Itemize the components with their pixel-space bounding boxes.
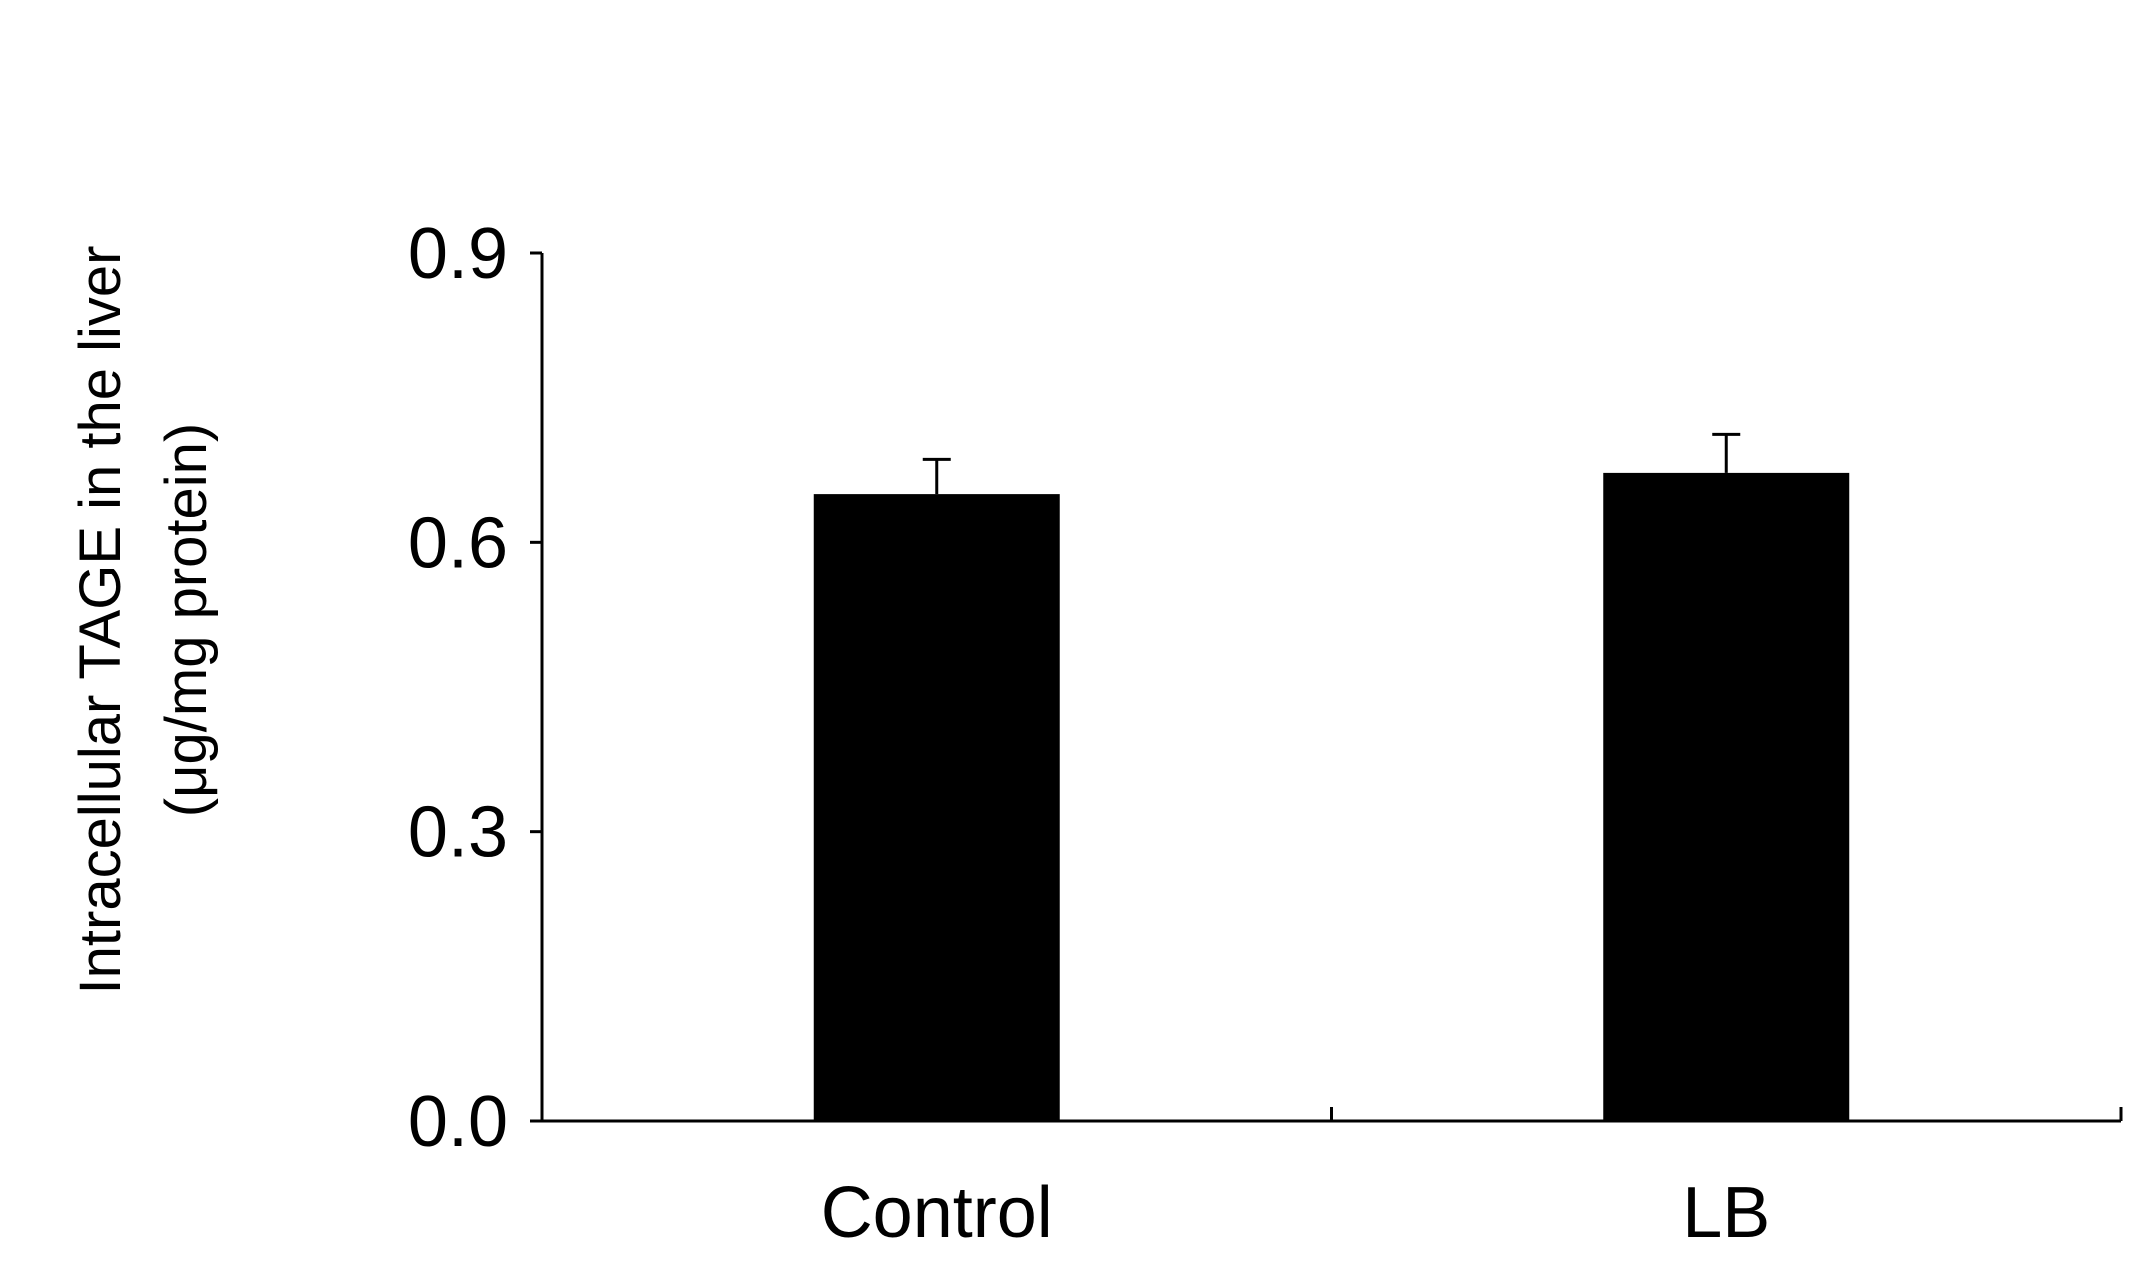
y-tick-label: 0.3 bbox=[408, 793, 508, 873]
x-category-label: Control bbox=[821, 1173, 1053, 1253]
bar bbox=[1603, 472, 1850, 1122]
bars bbox=[813, 472, 1850, 1122]
y-axis-title-line1: Intracellular TAGE in the liver bbox=[68, 246, 133, 995]
y-tick-label: 0.9 bbox=[408, 214, 508, 294]
tick-labels: 0.0 0.3 0.6 0.9 Control LB bbox=[408, 214, 1770, 1253]
y-tick-label: 0.6 bbox=[408, 503, 508, 583]
axes bbox=[530, 251, 2123, 1123]
error-bars bbox=[922, 432, 1741, 495]
y-axis-title-group: Intracellular TAGE in the liver (μg/mg p… bbox=[68, 246, 219, 995]
bar bbox=[813, 494, 1060, 1122]
y-tick-label: 0.0 bbox=[408, 1082, 508, 1162]
x-category-label: LB bbox=[1682, 1173, 1770, 1253]
y-axis-title-line2: (μg/mg protein) bbox=[154, 423, 219, 817]
